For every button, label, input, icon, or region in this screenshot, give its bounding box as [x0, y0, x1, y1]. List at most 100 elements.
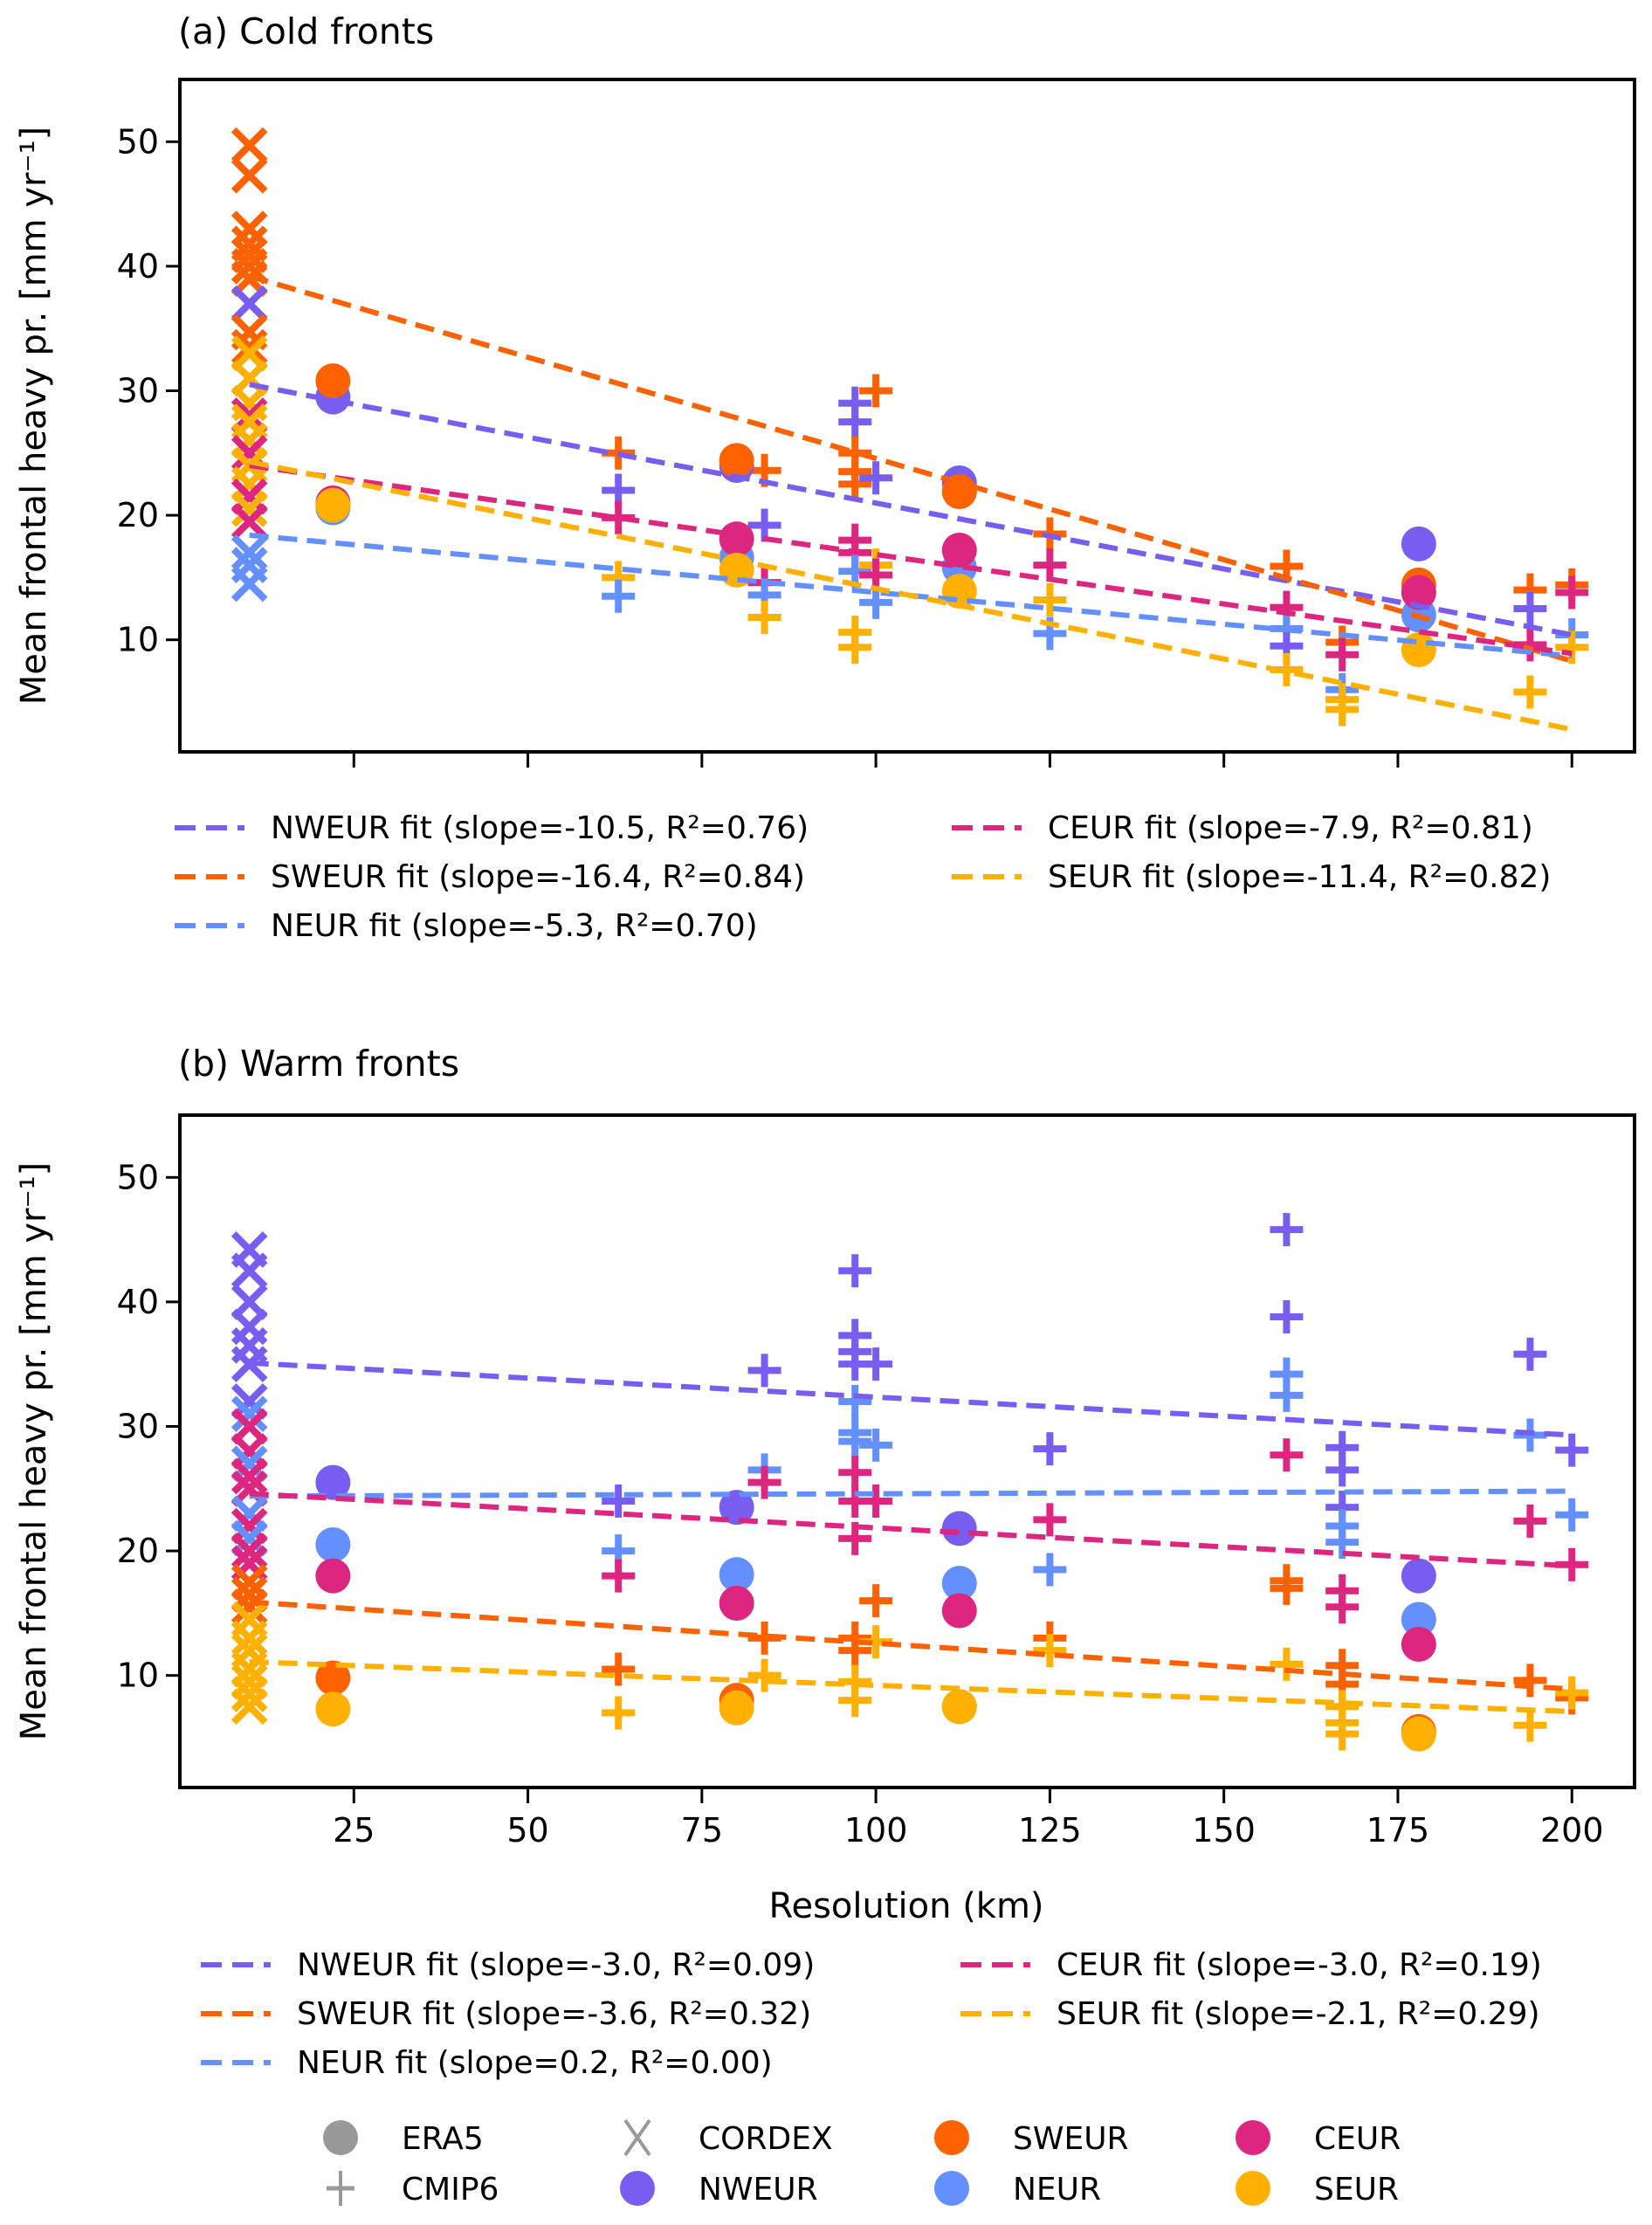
cordex-point — [231, 156, 268, 194]
cordex-point-b — [231, 210, 268, 247]
cmip6-point — [859, 461, 893, 495]
cmip6-point — [602, 1559, 636, 1593]
cmip6-point — [1555, 1498, 1589, 1532]
legend-label: SEUR fit (slope=-2.1, R²=0.29) — [1057, 1996, 1540, 2032]
marker-legend-item-sweur: SWEUR — [934, 2120, 1129, 2157]
panel-cold-fronts: (a) Cold fronts Mean frontal heavy pr. [… — [14, 10, 1636, 944]
fit-line-ceur — [249, 463, 1573, 657]
cmip6-point — [1033, 1553, 1067, 1587]
era5-point — [315, 1558, 351, 1594]
y-tick-label: 50 — [117, 1158, 159, 1196]
era5-point — [1401, 1602, 1436, 1637]
fit-line-nweur — [249, 1360, 1573, 1438]
cmip6-point — [1033, 1503, 1067, 1537]
legend-item-seur: SEUR fit (slope=-11.4, R²=0.82) — [952, 859, 1551, 895]
x-axis-label: Resolution (km) — [768, 1886, 1043, 1926]
cmip6-point — [859, 585, 893, 619]
cmip6-point — [838, 1384, 872, 1418]
cmip6-point — [838, 630, 872, 665]
marker-legend-item-nweur: NWEUR — [620, 2171, 818, 2208]
cordex-point — [231, 1620, 268, 1657]
era5-circle-icon — [323, 2120, 358, 2155]
cmip6-point — [859, 1428, 893, 1462]
cmip6-point — [1555, 1433, 1589, 1467]
cordex-point-b — [231, 1395, 268, 1433]
cordex-point — [231, 1676, 268, 1712]
cmip6-point — [1270, 1300, 1304, 1333]
era5-point — [315, 1691, 351, 1727]
legend-item-ceur: CEUR fit (slope=-3.0, R²=0.19) — [960, 1947, 1542, 1983]
fit-line-sweur — [248, 273, 1573, 664]
cmip6-point — [602, 1652, 636, 1686]
cordex-point — [231, 503, 268, 541]
legend-item-ceur: CEUR fit (slope=-7.9, R²=0.81) — [952, 810, 1533, 846]
legend-item-seur: SEUR fit (slope=-2.1, R²=0.29) — [960, 1996, 1540, 2032]
cmip6-point — [1270, 1647, 1304, 1681]
era5-point — [1401, 526, 1436, 561]
cmip6-point — [1555, 1676, 1589, 1710]
cmip6-point — [747, 601, 781, 634]
cordex-point-b — [231, 1620, 268, 1657]
cordex-point — [231, 1533, 268, 1569]
cmip6-point — [1325, 1526, 1359, 1560]
legend-item-neur: NEUR fit (slope=-5.3, R²=0.70) — [175, 908, 758, 944]
legend-label: SWEUR fit (slope=-3.6, R²=0.32) — [297, 1996, 811, 2032]
cmip6-point — [838, 1456, 872, 1490]
cmip6-point — [747, 1658, 781, 1692]
cmip6-point — [1513, 675, 1547, 709]
era5-point — [1401, 1558, 1436, 1594]
cmip6-point — [602, 1484, 636, 1519]
cordex-point-b — [231, 434, 268, 472]
axes-frame — [178, 1113, 1636, 1789]
x-icon-b — [623, 2118, 651, 2157]
cordex-point-b — [231, 285, 268, 322]
y-axis-label: Mean frontal heavy pr. [mm yr⁻¹] — [14, 1162, 54, 1740]
era5-point — [1401, 1627, 1436, 1663]
cordex-point — [231, 1252, 268, 1290]
era5-point — [315, 1526, 351, 1562]
marker-legend-label: NEUR — [1013, 2172, 1101, 2208]
era5-point — [315, 487, 351, 523]
cmip6-point — [747, 1354, 781, 1388]
legend-label: SWEUR fit (slope=-16.4, R²=0.84) — [271, 859, 805, 895]
legend-item-nweur: NWEUR fit (slope=-10.5, R²=0.76) — [175, 810, 809, 846]
cordex-point — [231, 210, 268, 247]
cordex-point — [231, 285, 268, 322]
cmip6-point — [1325, 1453, 1359, 1487]
x-tick-label: 100 — [844, 1811, 908, 1850]
panel-title: (b) Warm fronts — [178, 1043, 459, 1085]
y-tick-label: 50 — [117, 122, 159, 161]
cordex-point-b — [231, 565, 268, 603]
cordex-point — [231, 1688, 268, 1726]
cordex-point — [231, 328, 268, 366]
y-tick-label: 10 — [117, 621, 159, 659]
cmip6-point — [838, 1254, 872, 1288]
x-tick-label: 175 — [1366, 1811, 1430, 1850]
fit-line-seur — [249, 1658, 1573, 1715]
x-tick-label: 75 — [681, 1811, 723, 1850]
cmip6-point — [1033, 548, 1067, 582]
y-axis-label: Mean frontal heavy pr. [mm yr⁻¹] — [14, 127, 54, 705]
axes-frame — [178, 78, 1636, 754]
cmip6-point — [859, 1584, 893, 1618]
legend-label: NWEUR fit (slope=-3.0, R²=0.09) — [297, 1947, 815, 1983]
marker-legend-label: CEUR — [1314, 2121, 1401, 2157]
era5-point — [719, 1690, 754, 1726]
era5-point — [719, 1490, 754, 1526]
y-tick-label: 40 — [117, 247, 159, 286]
era5-point — [941, 1689, 977, 1725]
fit-legend: NWEUR fit (slope=-10.5, R²=0.76) CEUR fit… — [175, 810, 1551, 944]
marker-legend-item-seur: SEUR — [1236, 2171, 1399, 2208]
cordex-point-b — [231, 503, 268, 541]
marker-legend-label: NWEUR — [699, 2172, 818, 2208]
cmip6-point — [1513, 1504, 1547, 1538]
era5-point — [315, 1464, 351, 1500]
cmip6-point — [1325, 1717, 1359, 1751]
cordex-point — [231, 491, 268, 527]
era5-point — [315, 363, 351, 399]
era5-point — [315, 1660, 351, 1696]
cmip6-point — [1513, 1664, 1547, 1698]
cmip6-point — [1513, 1708, 1547, 1742]
cmip6-point — [1325, 637, 1359, 672]
